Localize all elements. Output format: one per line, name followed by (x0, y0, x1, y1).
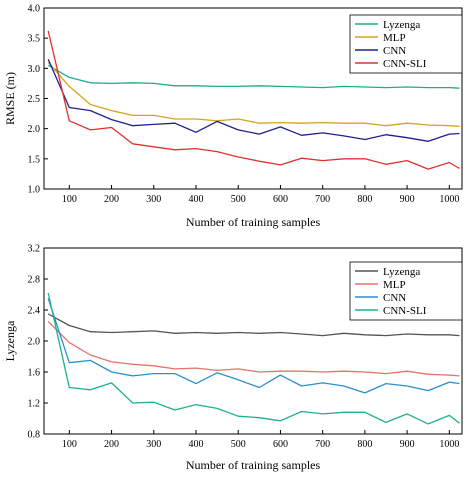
series-line-mlp (47, 61, 460, 127)
x-tick-label: 100 (62, 194, 77, 205)
y-axis-label: Lyzenga (3, 320, 17, 361)
y-tick-label: 2.0 (28, 337, 41, 348)
x-tick-label: 500 (231, 194, 246, 205)
x-tick-label: 200 (104, 194, 119, 205)
x-tick-label: 500 (231, 439, 246, 450)
x-tick-label: 300 (146, 439, 161, 450)
legend-label: MLP (383, 32, 406, 44)
legend-label: CNN-SLI (383, 58, 427, 70)
legend-label: CNN (383, 292, 406, 304)
series-line-lyzenga (47, 64, 460, 89)
y-tick-label: 4.0 (28, 4, 41, 15)
legend-label: CNN (383, 45, 406, 57)
y-tick-label: 2.0 (28, 124, 41, 135)
y-tick-label: 1.2 (28, 399, 41, 410)
chart-1: 100 200 300 400 500 600 700 800 900 1000 1.0 1.5 2.0… (3, 4, 463, 229)
y-tick-label: 0.8 (28, 430, 41, 441)
legend-label: MLP (383, 279, 406, 291)
y-tick-label: 3.2 (28, 244, 41, 255)
y-tick-label: 3.0 (28, 64, 41, 75)
legend-label: CNN-SLI (383, 305, 427, 317)
series-line-cnn-sli (47, 292, 460, 425)
x-tick-label: 400 (189, 439, 204, 450)
x-tick-label: 100 (62, 439, 77, 450)
x-tick-label: 800 (357, 194, 372, 205)
y-tick-label: 2.8 (28, 275, 41, 286)
series-line-mlp (47, 321, 460, 377)
x-tick-label: 800 (357, 439, 372, 450)
x-tick-label: 900 (400, 194, 415, 205)
series-line-lyzenga (47, 313, 460, 337)
series-line-cnn (47, 59, 460, 142)
x-tick-label: 600 (273, 439, 288, 450)
x-tick-label: 1000 (439, 194, 459, 205)
y-tick-label: 2.4 (28, 306, 41, 317)
x-tick-label: 700 (315, 439, 330, 450)
x-axis-label: Number of training samples (186, 215, 321, 229)
x-tick-label: 1000 (439, 439, 459, 450)
y-tick-label: 1.6 (28, 368, 41, 379)
x-tick-label: 900 (400, 439, 415, 450)
series-line-cnn-sli (47, 30, 460, 170)
x-tick-label: 600 (273, 194, 288, 205)
y-axis-label: RMSE (m) (3, 72, 17, 125)
x-tick-label: 400 (189, 194, 204, 205)
x-tick-label: 700 (315, 194, 330, 205)
y-tick-label: 1.5 (28, 154, 41, 165)
x-axis-label: Number of training samples (186, 458, 321, 472)
y-tick-label: 1.0 (28, 185, 41, 196)
y-tick-label: 2.5 (28, 94, 41, 105)
series-line-cnn (47, 298, 460, 394)
legend-label: Lyzenga (383, 19, 420, 31)
chart-2: 100 200 300 400 500 600 700 800 900 1000 0.8 1.2 1.6… (3, 244, 463, 472)
x-tick-label: 300 (146, 194, 161, 205)
x-tick-label: 200 (104, 439, 119, 450)
legend-label: Lyzenga (383, 266, 420, 278)
y-tick-label: 3.5 (28, 34, 41, 45)
